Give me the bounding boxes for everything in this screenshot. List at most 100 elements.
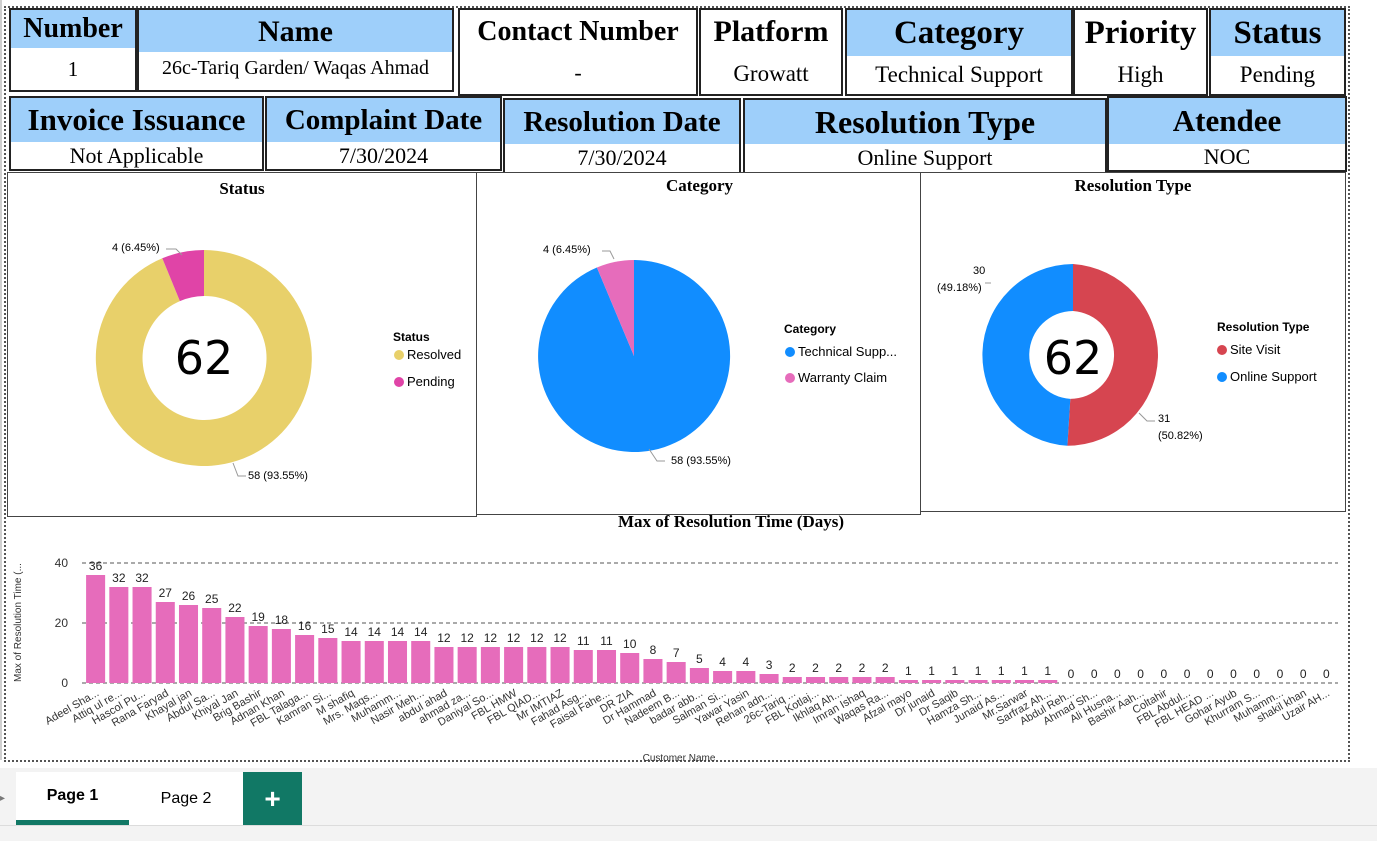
resolution-legend-online-label: Online Support [1230, 369, 1317, 384]
bar[interactable] [109, 587, 129, 683]
resolution-legend-online[interactable]: Online Support [1217, 369, 1317, 384]
bar[interactable] [1014, 680, 1035, 683]
bar[interactable] [271, 629, 291, 683]
card-atendee[interactable]: Atendee NOC [1107, 96, 1347, 172]
bar[interactable] [550, 647, 570, 683]
bar[interactable] [387, 641, 408, 683]
status-slice-pending[interactable] [162, 249, 204, 302]
y-tick-label: 0 [61, 676, 68, 690]
bar[interactable] [86, 575, 106, 683]
status-slice-resolved[interactable] [95, 250, 312, 466]
add-page-button[interactable]: + [243, 772, 302, 825]
bar[interactable] [573, 650, 593, 683]
bar-value-label: 2 [835, 661, 842, 675]
bar[interactable] [295, 635, 315, 683]
card-resolution-type[interactable]: Resolution Type Online Support [743, 98, 1107, 174]
resolution-slice-site-visit[interactable] [1067, 264, 1158, 446]
bar[interactable] [666, 662, 686, 683]
bar[interactable] [132, 587, 152, 683]
category-legend-warranty[interactable]: Warranty Claim [785, 370, 887, 385]
card-priority[interactable]: Priority High [1073, 8, 1208, 96]
status-legend-pending[interactable]: Pending [394, 374, 455, 389]
card-priority-value: High [1117, 62, 1164, 87]
bar-value-label: 0 [1277, 667, 1284, 681]
pending-dot-icon [394, 376, 404, 387]
resolution-chart-panel[interactable]: Resolution Type 30 (49.18%) 31 (50.82%) … [920, 172, 1346, 512]
card-name[interactable]: Name 26c-Tariq Garden/ Waqas Ahmad [137, 8, 454, 92]
bar-value-label: 1 [1021, 664, 1028, 678]
bar[interactable] [457, 647, 477, 683]
category-warranty-label: 4 (6.45%) [543, 244, 591, 256]
bar-value-label: 1 [975, 664, 982, 678]
bar-value-label: 16 [298, 619, 312, 633]
bar[interactable] [318, 638, 338, 683]
card-resolution-date[interactable]: Resolution Date 7/30/2024 [503, 98, 741, 174]
bar[interactable] [829, 677, 849, 683]
bar[interactable] [620, 653, 640, 683]
card-resolution-date-value: 7/30/2024 [577, 145, 667, 170]
bar[interactable] [805, 677, 826, 683]
bar-value-label: 2 [789, 661, 796, 675]
bar-value-label: 0 [1184, 667, 1191, 681]
bar[interactable] [178, 605, 199, 683]
bar[interactable] [527, 647, 547, 683]
bar[interactable] [736, 671, 756, 683]
bar[interactable] [643, 659, 663, 683]
bar[interactable] [341, 641, 361, 683]
bar[interactable] [225, 617, 245, 683]
card-category[interactable]: Category Technical Support [845, 8, 1073, 96]
category-pie-svg [538, 250, 731, 462]
bar[interactable] [991, 680, 1011, 683]
bar-value-label: 2 [812, 661, 819, 675]
card-platform[interactable]: Platform Growatt [699, 8, 843, 96]
bar[interactable] [364, 641, 384, 683]
bar[interactable] [852, 677, 872, 683]
bar[interactable] [202, 608, 222, 683]
bar[interactable] [480, 647, 500, 683]
bar[interactable] [922, 680, 942, 683]
bar[interactable] [782, 677, 802, 683]
card-invoice-issuance[interactable]: Invoice Issuance Not Applicable [9, 96, 264, 171]
status-pending-leader [166, 248, 183, 256]
bar-value-label: 14 [414, 625, 428, 639]
card-number[interactable]: Number 1 [9, 8, 137, 92]
bar[interactable] [248, 626, 268, 683]
bar[interactable] [155, 602, 175, 683]
category-technical-label: 58 (93.55%) [671, 455, 731, 467]
tab-page-2[interactable]: Page 2 [129, 772, 243, 825]
bar-value-label: 11 [577, 634, 590, 648]
bar[interactable] [759, 674, 779, 683]
bar[interactable] [968, 680, 988, 683]
bar[interactable] [689, 668, 709, 683]
card-contact-number[interactable]: Contact Number - [458, 8, 698, 96]
status-legend-resolved[interactable]: Resolved [394, 347, 461, 362]
category-legend-technical[interactable]: Technical Supp... [785, 344, 897, 359]
category-chart-panel[interactable]: Category 4 (6.45%) 58 (93.55%) Category … [476, 172, 921, 515]
scroll-left-icon[interactable]: ▸ [0, 793, 6, 804]
bar[interactable] [945, 680, 965, 683]
bar-value-label: 4 [719, 655, 726, 669]
status-chart-panel[interactable]: Status 4 (6.45%) 58 (93.55%) 62 Status R… [7, 172, 477, 517]
resolution-legend-site-visit[interactable]: Site Visit [1217, 342, 1280, 357]
card-status[interactable]: Status Pending [1209, 8, 1346, 96]
bar[interactable] [713, 671, 733, 683]
bar[interactable] [504, 647, 524, 683]
category-slice-warranty[interactable] [596, 260, 634, 356]
bar-value-label: 0 [1137, 667, 1144, 681]
status-pending-label: 4 (6.45%) [112, 242, 160, 254]
resolution-slice-online[interactable] [982, 264, 1073, 446]
tab-page-1[interactable]: Page 1 [16, 772, 129, 825]
report-canvas: Number 1 Name 26c-Tariq Garden/ Waqas Ah… [4, 6, 1352, 764]
bar[interactable] [1038, 680, 1058, 683]
bar-value-label: 0 [1068, 667, 1075, 681]
bar-value-label: 26 [182, 589, 196, 603]
bar[interactable] [875, 677, 895, 683]
card-complaint-date[interactable]: Complaint Date 7/30/2024 [265, 96, 502, 171]
bar[interactable] [434, 647, 454, 683]
category-slice-technical[interactable] [538, 259, 731, 452]
bar[interactable] [411, 641, 431, 683]
bar[interactable] [596, 650, 617, 683]
bar[interactable] [898, 680, 918, 683]
category-technical-leader [648, 448, 665, 462]
